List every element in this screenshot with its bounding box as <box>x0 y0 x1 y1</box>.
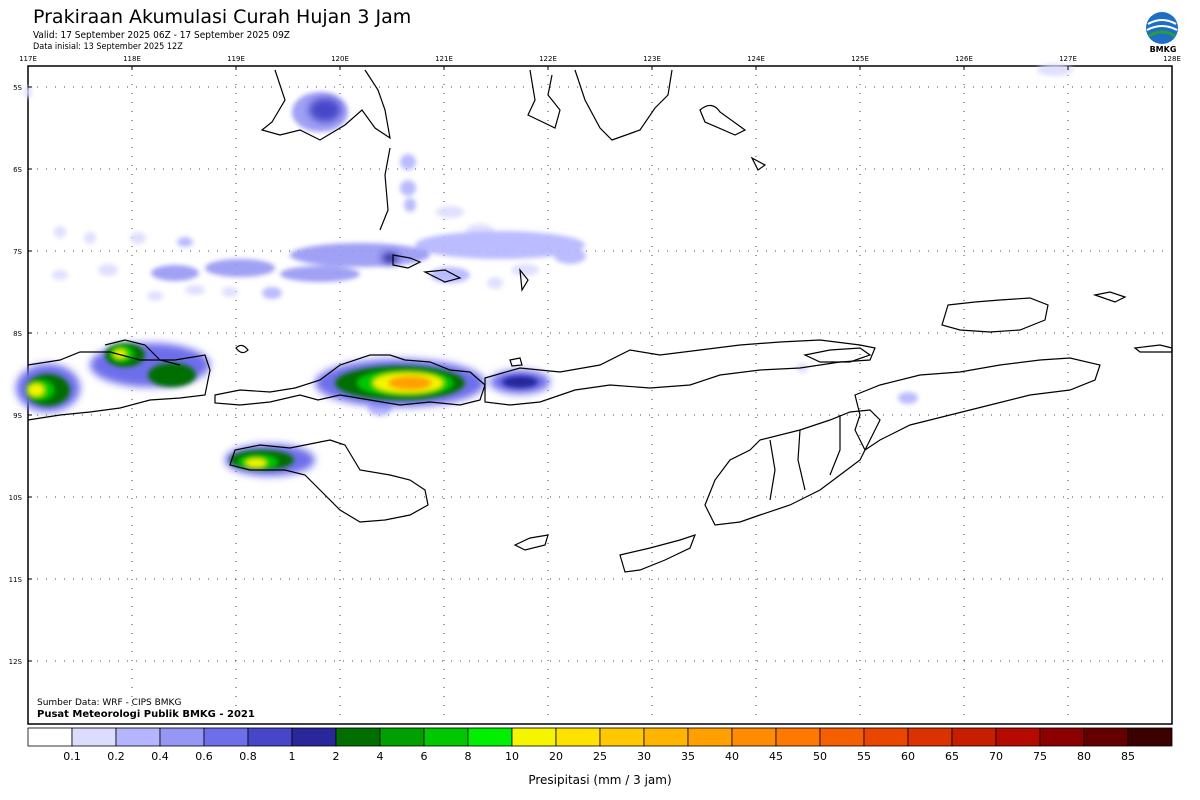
lon-label: 122E <box>539 55 557 63</box>
logo-label: BMKG <box>1149 45 1177 54</box>
lon-label: 119E <box>227 55 245 63</box>
coast-sulawesi-south <box>260 69 391 141</box>
colorbar-label: 65 <box>945 750 959 763</box>
bmkg-logo-icon <box>1146 12 1178 44</box>
colorbar-title: Presipitasi (mm / 3 jam) <box>528 773 672 787</box>
lon-label: 123E <box>643 55 661 63</box>
coast-sumba <box>229 439 429 523</box>
coast-wetar <box>941 297 1049 333</box>
coast-island-a <box>699 104 747 136</box>
axis-ticks <box>27 66 1173 662</box>
lon-label: 120E <box>331 55 349 63</box>
colorbar-label: 75 <box>1033 750 1047 763</box>
colorbar-label: 4 <box>376 750 384 763</box>
colorbar-label: 25 <box>593 750 607 763</box>
coast-island-d <box>1133 344 1173 353</box>
coast-alor <box>803 347 872 363</box>
map-frame <box>27 65 1173 725</box>
coast-rote <box>619 534 697 573</box>
colorbar-label: 45 <box>769 750 783 763</box>
colorbar-label: 10 <box>505 750 519 763</box>
initial-data: Data inisial: 13 September 2025 12Z <box>33 42 183 52</box>
coast-small-1 <box>235 344 249 354</box>
lat-label: 7S <box>13 248 22 256</box>
colorbar-label: 0.8 <box>239 750 257 763</box>
lat-label: 5S <box>13 84 22 92</box>
colorbar-label: 0.1 <box>63 750 81 763</box>
lat-label: 6S <box>13 166 22 174</box>
coast-island-b <box>750 156 767 171</box>
lat-label: 12S <box>9 658 23 666</box>
lon-label: 117E <box>19 55 37 63</box>
colorbar-label: 35 <box>681 750 695 763</box>
colorbar-label: 55 <box>857 750 871 763</box>
colorbar-label: 0.4 <box>151 750 169 763</box>
map-title: Prakiraan Akumulasi Curah Hujan 3 Jam <box>33 6 412 28</box>
lon-label: 118E <box>123 55 141 63</box>
coast-bali <box>104 339 181 366</box>
colorbar-label: 50 <box>813 750 827 763</box>
valid-period: Valid: 17 September 2025 06Z - 17 Septem… <box>33 30 290 41</box>
coast-flores-sea-3 <box>519 268 529 292</box>
colorbar-label: 0.2 <box>107 750 125 763</box>
lon-label: 125E <box>851 55 869 63</box>
publisher: Pusat Meteorologi Publik BMKG - 2021 <box>37 709 255 720</box>
coast-buton <box>379 147 391 231</box>
coast-lombok <box>27 351 211 421</box>
lon-label: 126E <box>955 55 973 63</box>
lon-label: 124E <box>747 55 765 63</box>
colorbar-label: 85 <box>1121 750 1135 763</box>
coast-timor-border <box>769 415 841 501</box>
coast-island-c <box>1092 291 1127 303</box>
colorbar-label: 1 <box>288 750 296 763</box>
colorbar-label: 8 <box>464 750 472 763</box>
lat-label: 8S <box>13 330 22 338</box>
data-source: Sumber Data: WRF - CIPS BMKG <box>37 698 182 708</box>
coast-sulawesi-se <box>527 69 561 129</box>
lon-label: 128E <box>1163 55 1181 63</box>
coast-flores-sea-2 <box>422 269 462 283</box>
colorbar-label: 40 <box>725 750 739 763</box>
latitude-labels: 5S 6S 7S 8S 9S 10S 11S 12S <box>9 84 23 666</box>
coast-wakatobi <box>574 69 673 141</box>
lat-label: 10S <box>9 494 23 502</box>
colorbar-label: 30 <box>637 750 651 763</box>
coast-flores-sea-1 <box>392 254 422 269</box>
lon-label: 121E <box>435 55 453 63</box>
coast-sawu <box>513 534 549 551</box>
colorbar-label: 20 <box>549 750 563 763</box>
colorbar-label: 80 <box>1077 750 1091 763</box>
longitude-labels: 117E 118E 119E 120E 121E 122E 123E 124E 125E 126E… <box>19 55 1181 63</box>
coast-timor-west <box>704 409 881 526</box>
precip-light <box>24 64 1073 416</box>
lon-label: 127E <box>1059 55 1077 63</box>
colorbar-label: 60 <box>901 750 915 763</box>
lat-label: 11S <box>9 576 23 584</box>
colorbar-label: 6 <box>420 750 428 763</box>
colorbar-label: 70 <box>989 750 1003 763</box>
lat-label: 9S <box>13 412 22 420</box>
coast-flores <box>484 339 876 406</box>
coast-small-2 <box>509 357 523 367</box>
colorbar-label: 2 <box>332 750 340 763</box>
colorbar-label: 0.6 <box>195 750 213 763</box>
coastlines <box>27 69 1173 573</box>
precip-heavy <box>26 343 538 470</box>
